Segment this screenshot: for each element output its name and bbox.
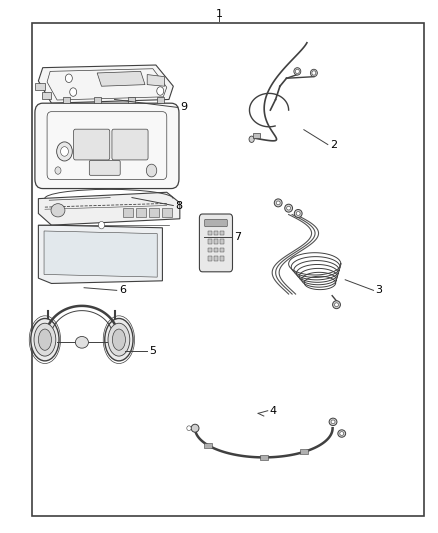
Bar: [204, 443, 212, 448]
Text: 4: 4: [270, 406, 277, 416]
Ellipse shape: [294, 209, 302, 217]
Polygon shape: [39, 192, 180, 225]
Ellipse shape: [335, 303, 339, 306]
Bar: [42, 92, 51, 100]
Ellipse shape: [285, 204, 293, 212]
Polygon shape: [147, 75, 165, 86]
Ellipse shape: [338, 430, 346, 437]
Text: 8: 8: [176, 200, 183, 211]
Circle shape: [99, 221, 105, 229]
Ellipse shape: [187, 426, 191, 431]
Ellipse shape: [296, 212, 300, 215]
Ellipse shape: [31, 318, 59, 361]
Ellipse shape: [287, 206, 290, 210]
Ellipse shape: [295, 69, 299, 74]
Circle shape: [157, 87, 164, 95]
Text: 6: 6: [119, 285, 126, 295]
Circle shape: [60, 147, 68, 156]
Bar: [128, 98, 135, 103]
Bar: [63, 98, 70, 103]
Bar: [260, 455, 268, 460]
Bar: [220, 256, 224, 261]
FancyBboxPatch shape: [35, 103, 179, 189]
Ellipse shape: [75, 336, 88, 348]
Bar: [149, 208, 159, 216]
Polygon shape: [39, 65, 173, 103]
Bar: [208, 248, 212, 252]
Bar: [123, 208, 133, 216]
FancyBboxPatch shape: [199, 214, 233, 272]
Text: 7: 7: [234, 232, 241, 243]
Ellipse shape: [331, 420, 335, 424]
Circle shape: [70, 88, 77, 96]
Text: 3: 3: [376, 285, 383, 295]
Ellipse shape: [312, 71, 316, 75]
Ellipse shape: [276, 201, 280, 205]
Bar: [35, 83, 45, 90]
Ellipse shape: [274, 199, 282, 207]
Ellipse shape: [249, 136, 254, 142]
Ellipse shape: [105, 318, 133, 361]
Bar: [214, 231, 218, 235]
Ellipse shape: [34, 323, 56, 356]
Ellipse shape: [51, 204, 65, 217]
Ellipse shape: [340, 432, 344, 435]
Ellipse shape: [39, 329, 51, 350]
Text: 2: 2: [330, 140, 337, 150]
Ellipse shape: [332, 301, 340, 309]
FancyBboxPatch shape: [205, 219, 227, 227]
Ellipse shape: [108, 323, 130, 356]
Bar: [136, 208, 146, 216]
Circle shape: [146, 164, 157, 177]
FancyBboxPatch shape: [112, 129, 148, 160]
Bar: [94, 98, 101, 103]
Bar: [214, 239, 218, 244]
Ellipse shape: [113, 329, 125, 350]
Text: 5: 5: [149, 346, 156, 357]
Bar: [162, 208, 172, 216]
Bar: [220, 239, 224, 244]
Bar: [214, 248, 218, 252]
Bar: [208, 239, 212, 244]
Ellipse shape: [311, 69, 318, 77]
FancyBboxPatch shape: [89, 160, 120, 175]
Ellipse shape: [329, 418, 337, 425]
Text: 1: 1: [215, 9, 223, 19]
Circle shape: [65, 74, 72, 83]
Bar: [300, 449, 308, 455]
Circle shape: [57, 142, 72, 161]
Polygon shape: [97, 71, 145, 86]
FancyBboxPatch shape: [74, 129, 110, 160]
Bar: [208, 256, 212, 261]
Bar: [214, 256, 218, 261]
Bar: [208, 231, 212, 235]
Polygon shape: [39, 225, 162, 284]
Bar: [220, 248, 224, 252]
Bar: [220, 231, 224, 235]
Ellipse shape: [294, 68, 301, 75]
Polygon shape: [44, 231, 157, 277]
Circle shape: [55, 167, 61, 174]
Bar: [253, 133, 260, 138]
Bar: [157, 98, 164, 103]
Ellipse shape: [191, 424, 199, 432]
Text: 9: 9: [180, 102, 187, 112]
